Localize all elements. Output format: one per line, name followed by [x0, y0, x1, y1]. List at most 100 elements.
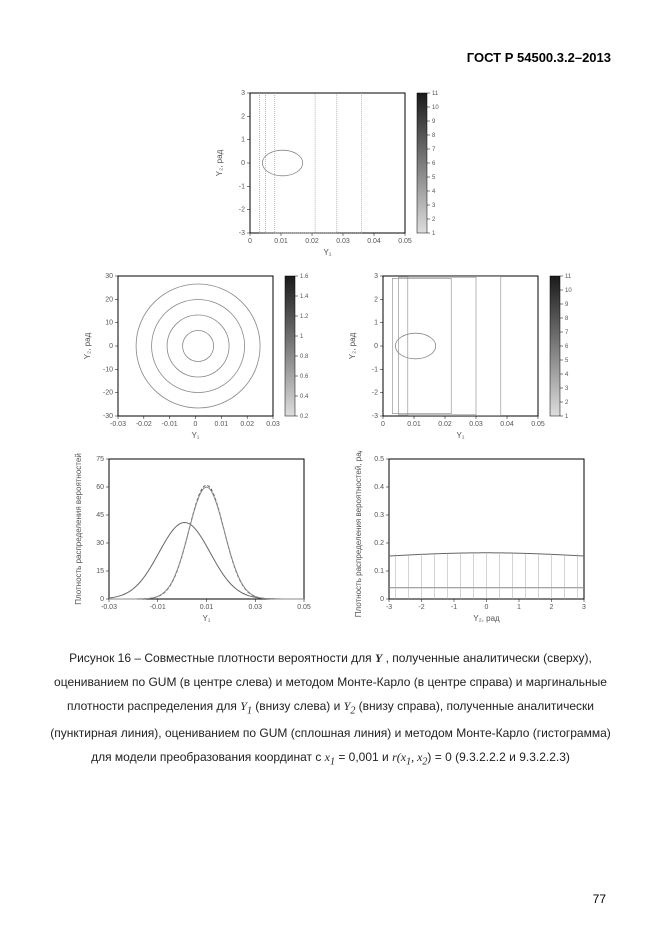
svg-text:-0.03: -0.03 — [101, 604, 117, 611]
svg-text:6: 6 — [432, 161, 436, 167]
svg-text:Y₁: Y₁ — [191, 431, 199, 440]
svg-text:0.01: 0.01 — [199, 604, 213, 611]
svg-text:5: 5 — [432, 175, 436, 181]
svg-text:1: 1 — [432, 231, 436, 237]
svg-text:-3: -3 — [371, 413, 377, 420]
svg-text:11: 11 — [432, 91, 439, 97]
svg-text:-3: -3 — [239, 230, 245, 237]
svg-text:45: 45 — [96, 512, 104, 519]
svg-text:3: 3 — [374, 273, 378, 280]
svg-text:0.04: 0.04 — [500, 421, 514, 428]
svg-text:3: 3 — [241, 90, 245, 97]
svg-text:7: 7 — [432, 147, 436, 153]
chart-row-top: 00.010.020.030.040.05-3-2-10123Y₁Y₂, рад… — [50, 85, 611, 260]
svg-text:1: 1 — [374, 320, 378, 327]
svg-text:0.02: 0.02 — [305, 238, 319, 245]
svg-text:0.4: 0.4 — [300, 394, 309, 400]
chart-row-middle: -0.03-0.02-0.0100.010.020.03-30-20-10010… — [50, 268, 611, 443]
svg-text:-30: -30 — [102, 413, 112, 420]
svg-text:-1: -1 — [239, 183, 245, 190]
svg-text:Y₂, рад: Y₂, рад — [215, 149, 224, 176]
svg-text:0: 0 — [381, 421, 385, 428]
svg-text:Y₂, рад: Y₂, рад — [473, 614, 500, 623]
svg-text:0.05: 0.05 — [531, 421, 545, 428]
svg-text:Y₁: Y₁ — [456, 431, 464, 440]
svg-text:10: 10 — [432, 105, 439, 111]
svg-text:7: 7 — [565, 330, 569, 336]
svg-text:30: 30 — [105, 273, 113, 280]
chart-row-bottom: -0.03-0.010.010.030.0501530456075Y₁Плотн… — [50, 451, 611, 626]
svg-text:3: 3 — [582, 604, 586, 611]
svg-text:0.04: 0.04 — [367, 238, 381, 245]
svg-text:75: 75 — [96, 456, 104, 463]
svg-text:0.6: 0.6 — [300, 374, 309, 380]
svg-text:0: 0 — [380, 596, 384, 603]
caption-Y1: Y — [240, 699, 247, 713]
contour-chart-top: 00.010.020.030.040.05-3-2-10123Y₁Y₂, рад… — [208, 85, 453, 260]
svg-text:0.1: 0.1 — [374, 568, 384, 575]
svg-text:0.5: 0.5 — [374, 456, 384, 463]
caption-mid1: (внизу слева) и — [252, 699, 344, 713]
svg-text:4: 4 — [565, 372, 569, 378]
svg-text:2: 2 — [549, 604, 553, 611]
svg-text:15: 15 — [96, 568, 104, 575]
svg-text:-20: -20 — [102, 390, 112, 397]
svg-text:Y₁: Y₁ — [202, 614, 210, 623]
svg-text:1.2: 1.2 — [300, 314, 309, 320]
svg-text:-1: -1 — [450, 604, 456, 611]
svg-text:-1: -1 — [371, 366, 377, 373]
figure-caption: Рисунок 16 – Совместные плотности вероят… — [50, 646, 611, 773]
svg-text:Y₁: Y₁ — [323, 248, 331, 257]
svg-text:1.6: 1.6 — [300, 274, 309, 280]
svg-text:1: 1 — [241, 137, 245, 144]
caption-refs: (9.3.2.2.2 и 9.3.2.2.3) — [452, 750, 570, 764]
svg-text:-2: -2 — [239, 207, 245, 214]
svg-text:0.03: 0.03 — [266, 421, 280, 428]
svg-text:1: 1 — [517, 604, 521, 611]
charts-container: 0 0.01 0.02 0.03 0.04 0.05 -3 -2 -1 0 1 2 3 Y₁ Y₂, рад… — [50, 85, 611, 626]
svg-text:2: 2 — [374, 296, 378, 303]
svg-text:0: 0 — [248, 238, 252, 245]
svg-text:0: 0 — [109, 343, 113, 350]
svg-text:Плотность распределения вероят: Плотность распределения вероятностей — [74, 453, 83, 605]
svg-text:0.01: 0.01 — [274, 238, 288, 245]
svg-text:1: 1 — [300, 334, 304, 340]
caption-x1-val: = 0,001 — [335, 750, 379, 764]
density-chart-y1: -0.03-0.010.010.030.0501530456075Y₁Плотн… — [61, 451, 321, 626]
svg-text:2: 2 — [432, 217, 436, 223]
svg-text:60: 60 — [96, 484, 104, 491]
svg-text:20: 20 — [105, 296, 113, 303]
svg-text:0: 0 — [100, 596, 104, 603]
svg-text:-0.01: -0.01 — [161, 421, 177, 428]
svg-text:0.01: 0.01 — [214, 421, 228, 428]
svg-text:30: 30 — [96, 540, 104, 547]
svg-text:Y₂, рад: Y₂, рад — [348, 332, 357, 359]
svg-text:8: 8 — [565, 316, 569, 322]
density-chart-y2: -3-2-1012300.10.20.30.40.5Y₂, радПлотнос… — [341, 451, 601, 626]
caption-and: и — [379, 750, 392, 764]
svg-text:-2: -2 — [418, 604, 424, 611]
svg-text:1: 1 — [565, 414, 569, 420]
svg-text:0.03: 0.03 — [248, 604, 262, 611]
svg-text:3: 3 — [432, 203, 436, 209]
svg-text:2: 2 — [241, 113, 245, 120]
caption-r-end: ) = 0 — [427, 750, 451, 764]
document-page: ГОСТ Р 54500.3.2–2013 00.010.020.030.040… — [0, 0, 661, 936]
svg-text:Плотность распределения вероят: Плотность распределения вероятностей, ра… — [354, 451, 363, 617]
caption-r: r(x — [392, 750, 406, 764]
svg-text:4: 4 — [432, 189, 436, 195]
svg-text:0.02: 0.02 — [438, 421, 452, 428]
svg-text:0.02: 0.02 — [240, 421, 254, 428]
svg-text:0.01: 0.01 — [407, 421, 421, 428]
svg-text:0.2: 0.2 — [300, 414, 309, 420]
svg-text:6: 6 — [565, 344, 569, 350]
caption-r-comma: , x — [411, 750, 422, 764]
contour-chart-gum: -0.03-0.02-0.0100.010.020.03-30-20-10010… — [76, 268, 321, 443]
svg-text:11: 11 — [565, 274, 572, 280]
svg-text:-0.01: -0.01 — [149, 604, 165, 611]
contour-chart-mc: 00.010.020.030.040.05-3-2-10123Y₁Y₂, рад… — [341, 268, 586, 443]
svg-text:0: 0 — [193, 421, 197, 428]
svg-text:-3: -3 — [385, 604, 391, 611]
svg-text:0.8: 0.8 — [300, 354, 309, 360]
svg-text:0: 0 — [241, 160, 245, 167]
